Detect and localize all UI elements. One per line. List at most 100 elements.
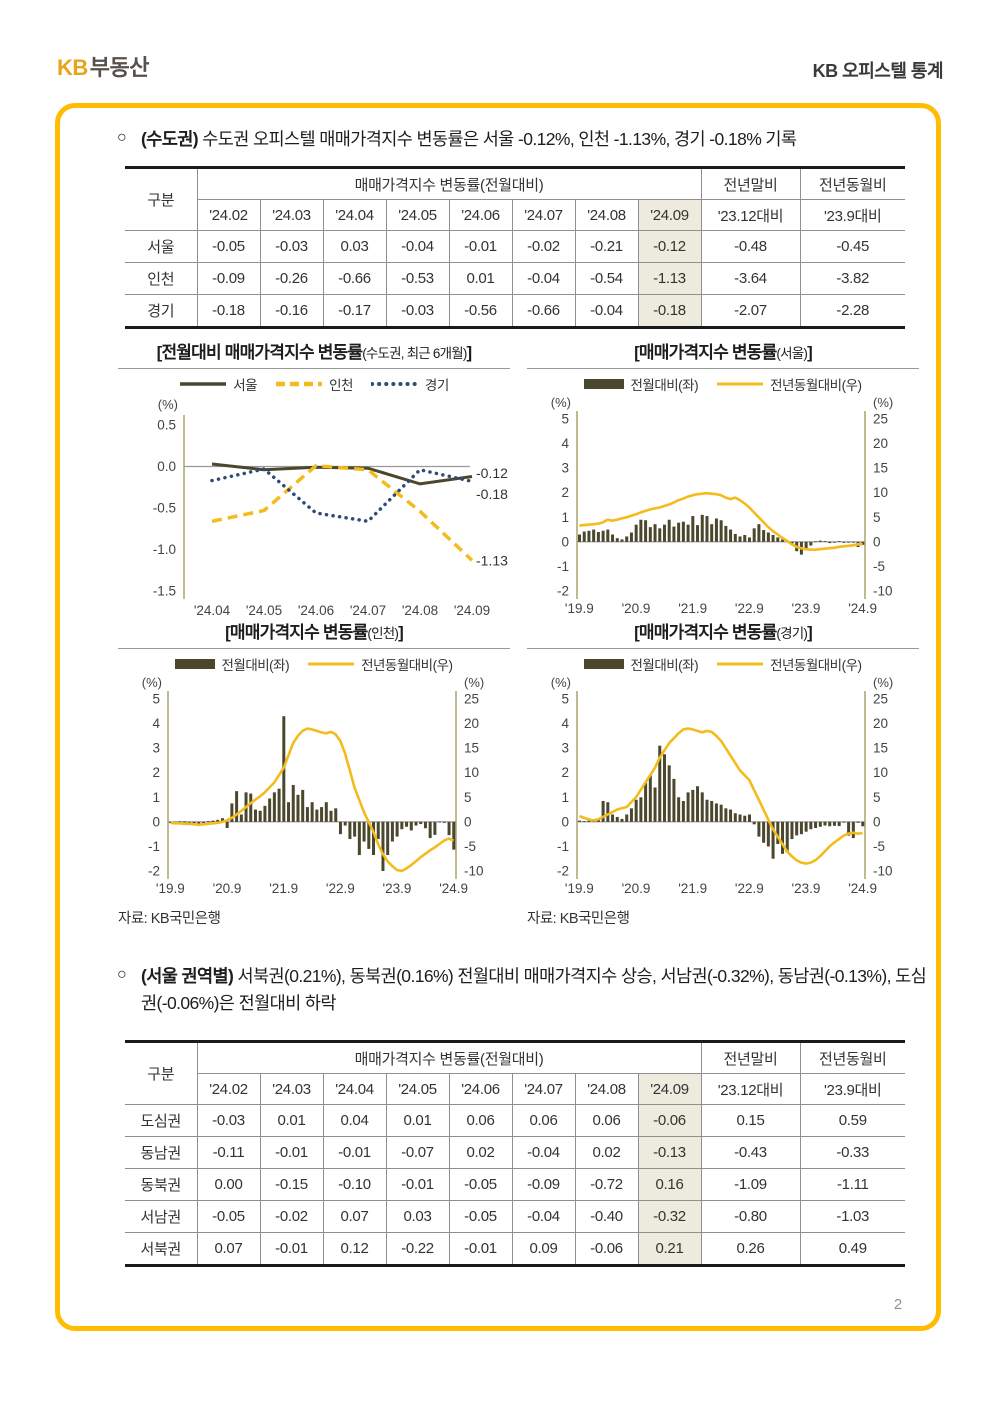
value-cell: -0.01 — [259, 1232, 324, 1266]
axis-tick-label: 5 — [464, 790, 472, 805]
row-label: 도심권 — [125, 1104, 198, 1137]
value-cell: -1.11 — [799, 1168, 906, 1201]
col-header-month: '24.04 — [322, 199, 387, 231]
x-tick-label: '24.08 — [402, 603, 438, 618]
col-header-month: '24.02 — [197, 199, 261, 231]
axis-tick-label: -1.5 — [153, 584, 176, 599]
series-end-label: -0.12 — [476, 465, 508, 481]
value-cell: -1.09 — [700, 1168, 801, 1201]
axis-tick-label: -2 — [557, 584, 569, 599]
legend-swatch-bar — [175, 658, 216, 669]
yearend-header: 전년말비 — [700, 1041, 801, 1074]
chart-title: [매매가격지수 변동률(경기)] — [527, 618, 919, 649]
value-cell: -0.22 — [385, 1232, 450, 1266]
col-header-month: '24.05 — [385, 199, 450, 231]
col-header-month: '24.05 — [385, 1073, 450, 1105]
axis-tick-label: 2 — [561, 485, 569, 500]
table-row: 동남권 -0.11 -0.01 -0.01 -0.07 0.02 -0.04 0.02 -0.1… — [125, 1136, 906, 1169]
legend-label: 전월대비(좌) — [630, 657, 699, 673]
right-axis-unit: (%) — [873, 395, 893, 410]
axis-tick-label: 3 — [152, 741, 160, 756]
col-header-month: '24.09 — [637, 1073, 702, 1105]
value-cell: 0.06 — [448, 1104, 513, 1137]
value-cell: 0.03 — [385, 1200, 450, 1233]
legend-item-인천: 인천 — [275, 374, 353, 394]
x-tick-label: '21.9 — [678, 881, 707, 896]
col-header-month: '24.09 — [637, 199, 702, 231]
value-cell: 0.00 — [196, 1168, 261, 1201]
chart-legend: 서울 인천 경기 — [118, 372, 510, 395]
value-cell: -0.06 — [574, 1232, 639, 1266]
value-cell: -0.01 — [259, 1136, 324, 1169]
axis-tick-label: -2 — [557, 864, 569, 879]
legend-item: 전월대비(좌) — [584, 374, 699, 394]
value-cell: 0.01 — [448, 262, 513, 295]
table-row: 서남권 -0.05 -0.02 0.07 0.03 -0.05 -0.04 -0.40 -0.3… — [125, 1200, 906, 1233]
value-cell: -0.07 — [385, 1136, 450, 1169]
legend-swatch-bar — [584, 658, 625, 669]
value-cell: -0.12 — [637, 230, 702, 263]
value-cell: -0.48 — [700, 230, 801, 263]
value-cell: -0.04 — [574, 294, 639, 328]
yoy-header: 전년동월비 — [799, 167, 906, 200]
axis-tick-label: 25 — [873, 692, 888, 707]
legend-label: 전월대비(좌) — [221, 657, 290, 673]
value-cell: -2.07 — [700, 294, 801, 328]
value-cell: 0.02 — [448, 1136, 513, 1169]
axis-tick-label: -10 — [873, 864, 893, 879]
chart-title: [전월대비 매매가격지수 변동률(수도권, 최근 6개월)] — [118, 338, 510, 369]
axis-tick-label: -5 — [464, 839, 476, 854]
table-row: 서울 -0.05 -0.03 0.03 -0.04 -0.01 -0.02 -0.21 -0.1… — [125, 230, 906, 263]
value-cell: -0.03 — [385, 294, 450, 328]
series-line-인천 — [211, 463, 474, 562]
x-tick-label: '22.9 — [326, 881, 355, 896]
col-header-month: '24.06 — [448, 1073, 513, 1105]
x-tick-label: '24.07 — [350, 603, 386, 618]
value-cell: -0.66 — [511, 294, 576, 328]
value-cell: -0.04 — [511, 262, 576, 295]
col-header-month: '24.08 — [574, 199, 639, 231]
legend-label: 전년동월대비(우) — [770, 377, 862, 393]
legend-label: 인천 — [329, 377, 353, 393]
corner-header: 구분 — [125, 167, 198, 231]
value-cell: -0.18 — [637, 294, 702, 328]
x-tick-label: '23.9 — [792, 881, 821, 896]
source-note: 자료: KB국민은행 — [118, 911, 221, 927]
value-cell: -0.72 — [574, 1168, 639, 1201]
axis-tick-label: -1.0 — [153, 542, 176, 557]
row-label: 동남권 — [125, 1136, 198, 1169]
value-cell: -0.15 — [259, 1168, 324, 1201]
legend-label: 경기 — [424, 377, 449, 393]
table-row: 인천 -0.09 -0.26 -0.66 -0.53 0.01 -0.04 -0.54 -1.1… — [125, 262, 906, 295]
series-end-label: -0.18 — [476, 486, 508, 502]
statistics-table: 구분 매매가격지수 변동률(전월대비) 전년말비 전년동월비 '24.02'24.03 '… — [125, 166, 906, 329]
value-cell: -2.28 — [799, 294, 906, 328]
value-cell: -0.03 — [259, 230, 324, 263]
right-axis-unit: (%) — [873, 675, 893, 690]
value-cell: -0.05 — [196, 230, 261, 263]
value-cell: -0.06 — [637, 1104, 702, 1137]
axis-tick-label: 20 — [464, 716, 479, 731]
x-tick-label: '23.9 — [792, 601, 821, 616]
value-cell: -3.64 — [700, 262, 801, 295]
legend-item: 전월대비(좌) — [175, 654, 290, 674]
chart-canvas: (%) (%)543210-1-22520151050-5-10'19.9'20.… — [551, 675, 893, 896]
axis-tick-label: 0.0 — [157, 459, 176, 474]
value-cell: 0.09 — [511, 1232, 576, 1266]
document-title: KB 오피스텔 통계 — [812, 61, 944, 81]
x-tick-label: '20.9 — [213, 881, 242, 896]
value-cell: -0.56 — [448, 294, 513, 328]
axis-tick-label: -5 — [873, 839, 885, 854]
table-seoul-regions: 구분 매매가격지수 변동률(전월대비) 전년말비 전년동월비 '24.02'24.03 '… — [125, 1040, 906, 1267]
axis-tick-label: -1 — [557, 559, 569, 574]
value-cell: -0.05 — [448, 1168, 513, 1201]
value-cell: 0.06 — [511, 1104, 576, 1137]
axis-tick-label: 2 — [561, 765, 569, 780]
value-cell: -0.17 — [322, 294, 387, 328]
value-cell: -0.04 — [385, 230, 450, 263]
value-cell: 0.26 — [700, 1232, 801, 1266]
axis-tick-label: -0.5 — [153, 501, 176, 516]
value-cell: -1.13 — [637, 262, 702, 295]
x-tick-label: '24.04 — [194, 603, 231, 618]
value-cell: -1.03 — [799, 1200, 906, 1233]
